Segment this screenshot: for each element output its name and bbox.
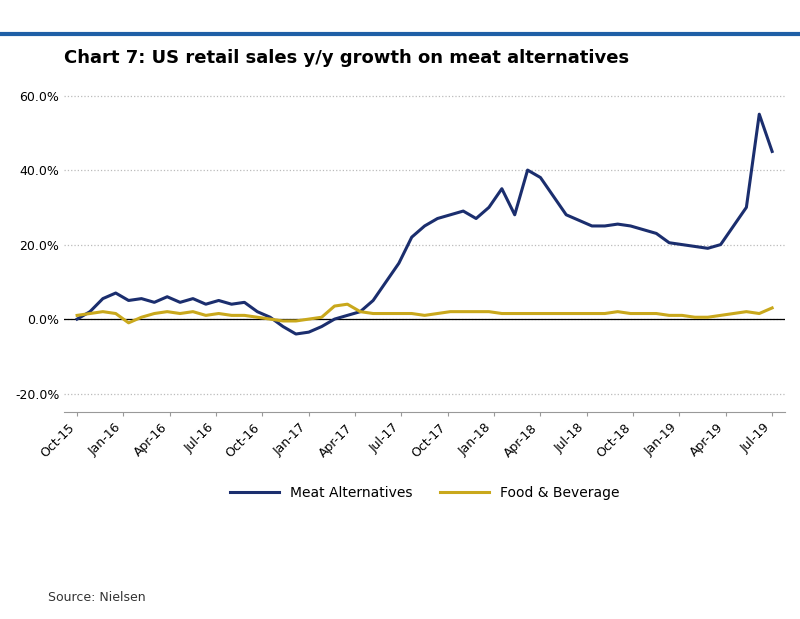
Food & Beverage bbox=[72, 311, 82, 319]
Line: Food & Beverage: Food & Beverage bbox=[77, 304, 772, 323]
Meat Alternatives bbox=[703, 245, 713, 252]
Meat Alternatives bbox=[72, 316, 82, 323]
Food & Beverage bbox=[253, 314, 262, 321]
Food & Beverage bbox=[214, 310, 223, 317]
Text: Source: Nielsen: Source: Nielsen bbox=[48, 591, 146, 604]
Food & Beverage bbox=[754, 310, 764, 317]
Food & Beverage bbox=[355, 308, 365, 315]
Food & Beverage bbox=[342, 300, 352, 308]
Meat Alternatives bbox=[150, 298, 159, 306]
Food & Beverage bbox=[124, 319, 134, 327]
Meat Alternatives bbox=[291, 331, 301, 338]
Meat Alternatives bbox=[742, 204, 751, 211]
Meat Alternatives bbox=[342, 311, 352, 319]
Food & Beverage bbox=[767, 304, 777, 311]
Legend: Meat Alternatives, Food & Beverage: Meat Alternatives, Food & Beverage bbox=[225, 481, 625, 506]
Meat Alternatives bbox=[767, 148, 777, 155]
Meat Alternatives bbox=[754, 110, 764, 118]
Text: Chart 7: US retail sales y/y growth on meat alternatives: Chart 7: US retail sales y/y growth on m… bbox=[64, 49, 630, 67]
Food & Beverage bbox=[162, 308, 172, 315]
Meat Alternatives bbox=[240, 298, 250, 306]
Meat Alternatives bbox=[201, 300, 210, 308]
Line: Meat Alternatives: Meat Alternatives bbox=[77, 114, 772, 334]
Food & Beverage bbox=[716, 311, 726, 319]
